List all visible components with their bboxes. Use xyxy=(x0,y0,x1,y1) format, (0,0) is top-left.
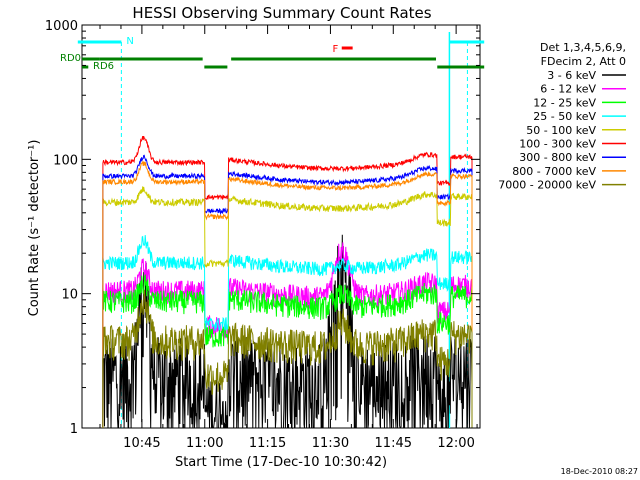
legend-header-line-2: FDecim 2, Att 0 xyxy=(541,55,626,68)
legend-entry-label: 800 - 7000 keV xyxy=(512,165,596,178)
x-tick-label: 11:00 xyxy=(186,436,223,451)
y-tick-label: 100 xyxy=(53,153,78,168)
legend-entry-label: 25 - 50 keV xyxy=(533,110,596,123)
series-line-12-25-kev xyxy=(102,273,473,428)
legend-entry-label: 12 - 25 keV xyxy=(533,96,596,109)
legend-entry-label: 3 - 6 keV xyxy=(547,69,596,82)
night-label: N xyxy=(126,36,133,47)
rd6-label: RD6 xyxy=(93,61,114,72)
x-axis-label: Start Time (17-Dec-10 10:30:42) xyxy=(175,455,387,470)
x-tick-label: 12:00 xyxy=(437,436,474,451)
y-tick-label: 1 xyxy=(70,422,78,437)
x-tick-label: 11:30 xyxy=(312,436,349,451)
x-tick-label: 10:45 xyxy=(123,436,160,451)
y-tick-label: 1000 xyxy=(45,19,78,34)
x-tick-label: 11:45 xyxy=(375,436,412,451)
series-line-25-50-kev xyxy=(102,235,473,428)
series-line-100-300-kev xyxy=(102,135,473,428)
legend-header-line-1: Det 1,3,4,5,6,9, xyxy=(540,41,626,54)
x-tick-label: 11:15 xyxy=(249,436,286,451)
x-axis: 10:45 11:00 11:15 11:30 11:45 12:00 xyxy=(99,25,478,451)
series-line-300-800-kev xyxy=(102,154,473,428)
legend-entry-label: 50 - 100 keV xyxy=(526,124,596,137)
legend-entry-label: 6 - 12 keV xyxy=(540,83,596,96)
chart-title: HESSI Observing Summary Count Rates xyxy=(132,4,431,22)
rd0-label: RD0 xyxy=(60,53,81,64)
y-tick-label: 10 xyxy=(61,288,78,303)
y-axis-label: Count Rate (s⁻¹ detector⁻¹) xyxy=(27,140,42,317)
series-line-800-7000-kev xyxy=(102,160,473,428)
legend: Det 1,3,4,5,6,9, FDecim 2, Att 0 3 - 6 k… xyxy=(498,41,626,192)
data-series xyxy=(102,135,473,430)
series-line-7000-20000-kev xyxy=(102,289,473,428)
legend-entry-label: 100 - 300 keV xyxy=(519,138,596,151)
legend-entry-label: 7000 - 20000 keV xyxy=(498,179,596,192)
legend-entry-label: 300 - 800 keV xyxy=(519,151,596,164)
flare-label: F xyxy=(333,44,339,55)
y-axis: 1 10 100 1000 xyxy=(45,19,480,437)
series-line-50-100-kev xyxy=(102,186,473,428)
footer-date: 18-Dec-2010 08:27 xyxy=(561,467,638,476)
